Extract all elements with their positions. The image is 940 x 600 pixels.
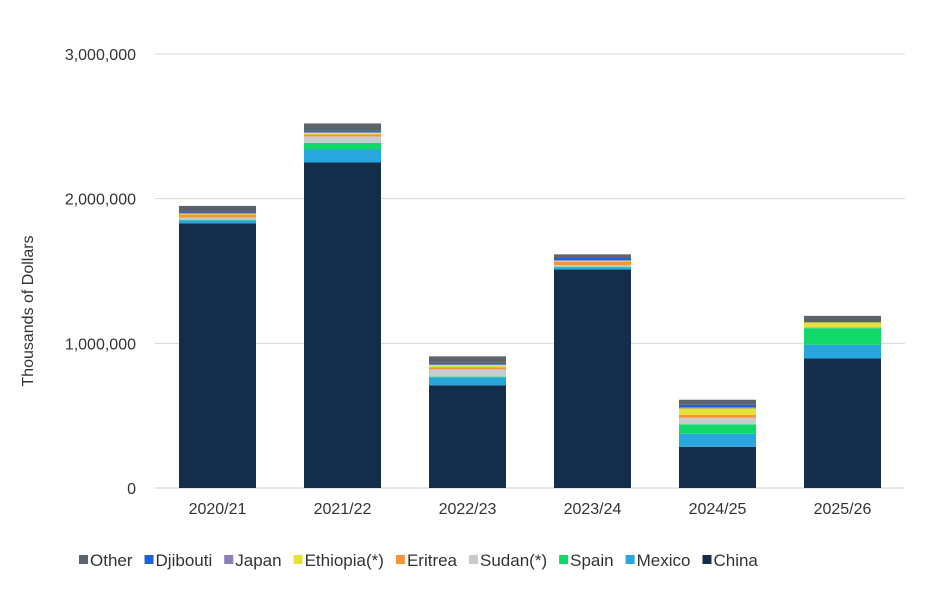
bar-segment-japan: [304, 132, 381, 133]
legend-swatch: [224, 555, 234, 564]
legend-label: Mexico: [637, 551, 691, 570]
legend-label: China: [713, 551, 758, 570]
bar-segment-sudan: [554, 265, 631, 267]
bar-segment-spain: [554, 266, 631, 268]
bar-segment-mexico: [679, 433, 756, 447]
bar-segment-other: [429, 356, 506, 363]
legend-item-djibouti: Djibouti: [144, 551, 213, 570]
legend-label: Sudan(*): [480, 551, 547, 570]
bar-segment-china: [179, 223, 256, 488]
bar-segment-japan: [179, 213, 256, 214]
x-tick-label: 2023/24: [564, 501, 622, 518]
bar-segment-eritrea: [804, 326, 881, 328]
legend-label: Djibouti: [156, 551, 213, 570]
bar-segment-china: [429, 385, 506, 488]
bar-segment-other: [179, 205, 256, 213]
y-tick-label: 2,000,000: [65, 192, 136, 209]
bar-segment-ethiopia: [554, 260, 631, 262]
bar-segment-djibouti: [679, 404, 756, 407]
legend-label: Other: [90, 551, 133, 570]
legend-label: Eritrea: [407, 551, 458, 570]
y-tick-label: 1,000,000: [65, 336, 136, 353]
bar-segment-ethiopia: [179, 213, 256, 215]
bar-segment-other: [679, 399, 756, 405]
x-axis-ticks: 2020/21 2021/22 2022/23 2023/24 2024/25 2025/…: [189, 501, 872, 518]
legend-item-spain: Spain: [559, 551, 614, 570]
legend-swatch: [702, 555, 712, 564]
bars: [179, 123, 881, 488]
bar-segment-eritrea: [429, 367, 506, 370]
legend-item-eritrea: Eritrea: [395, 551, 458, 570]
bar-segment-mexico: [429, 377, 506, 386]
bar-segment-japan: [554, 260, 631, 261]
bar-segment-china: [804, 358, 881, 488]
bar-segment-mexico: [304, 149, 381, 163]
bar-segment-other: [304, 123, 381, 131]
bar-segment-sudan: [679, 417, 756, 425]
bar-segment-mexico: [804, 344, 881, 359]
legend: Other Djibouti Japan Ethiopia(*) Eritrea Suda…: [79, 551, 758, 570]
x-tick-label: 2024/25: [689, 501, 747, 518]
y-axis-title: Thousands of Dollars: [20, 235, 37, 386]
bar-segment-japan: [429, 364, 506, 366]
legend-swatch: [469, 555, 479, 564]
legend-item-sudan: Sudan(*): [469, 551, 547, 570]
bar-segment-japan: [679, 406, 756, 409]
legend-swatch: [559, 555, 569, 564]
legend-swatch: [395, 555, 405, 564]
y-axis-ticks: 0 1,000,000 2,000,000 3,000,000: [65, 47, 136, 498]
bar-segment-eritrea: [679, 414, 756, 418]
bar-segment-djibouti: [429, 362, 506, 365]
bar-segment-other: [804, 315, 881, 323]
legend-label: Japan: [235, 551, 281, 570]
bar-segment-china: [554, 269, 631, 488]
bar-segment-djibouti: [554, 257, 631, 261]
bar-segment-spain: [429, 376, 506, 378]
legend-label: Ethiopia(*): [305, 551, 384, 570]
bar-segment-eritrea: [554, 261, 631, 266]
y-tick-label: 3,000,000: [65, 47, 136, 64]
x-tick-label: 2022/23: [439, 501, 497, 518]
legend-swatch: [293, 555, 303, 564]
bar-segment-spain: [179, 219, 256, 221]
bar-segment-sudan: [304, 136, 381, 143]
bar-segment-ethiopia: [679, 408, 756, 415]
legend-item-other: Other: [79, 551, 133, 570]
bar-segment-sudan: [804, 327, 881, 329]
bar-segment-spain: [304, 142, 381, 150]
bar-segment-spain: [804, 328, 881, 345]
bar-segment-sudan: [429, 369, 506, 377]
bar-segment-spain: [679, 424, 756, 434]
legend-item-mexico: Mexico: [625, 551, 691, 570]
y-tick-label: 0: [127, 481, 136, 498]
legend-label: Spain: [570, 551, 613, 570]
legend-swatch: [144, 555, 154, 564]
bar-segment-eritrea: [304, 134, 381, 137]
bar-segment-china: [304, 162, 381, 488]
legend-item-ethiopia: Ethiopia(*): [293, 551, 384, 570]
bar-segment-ethiopia: [304, 132, 381, 135]
bar-segment-eritrea: [179, 214, 256, 218]
bar-segment-djibouti: [179, 212, 256, 214]
legend-item-china: China: [702, 551, 758, 570]
legend-swatch: [625, 555, 635, 564]
legend-swatch: [79, 555, 88, 564]
x-tick-label: 2025/26: [814, 501, 872, 518]
bar-segment-other: [554, 254, 631, 258]
bar-segment-sudan: [179, 217, 256, 220]
bar-segment-mexico: [179, 220, 256, 224]
x-tick-label: 2020/21: [189, 501, 247, 518]
legend-item-japan: Japan: [224, 551, 282, 570]
bar-segment-china: [679, 446, 756, 488]
x-tick-label: 2021/22: [314, 501, 372, 518]
bar-segment-djibouti: [304, 130, 381, 133]
bar-segment-ethiopia: [804, 322, 881, 327]
gridlines: [155, 53, 905, 489]
bar-segment-mexico: [554, 267, 631, 270]
bar-segment-ethiopia: [429, 365, 506, 368]
